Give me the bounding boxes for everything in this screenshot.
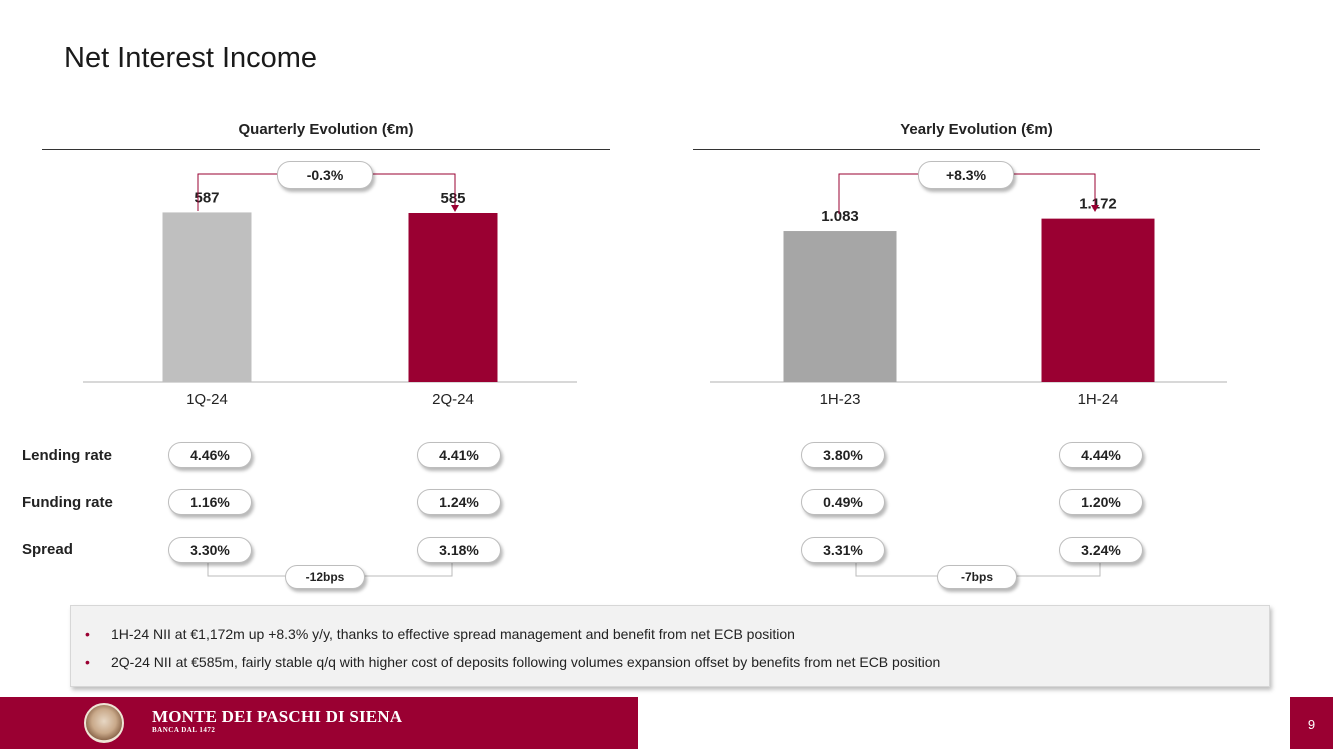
funding-rate-label: Funding rate (22, 494, 113, 511)
bullet-dot-icon: • (85, 654, 90, 670)
x-tick-label: 2Q-24 (432, 391, 474, 408)
q-spread-change-badge: -12bps (285, 565, 365, 589)
bar-charts: 587 1Q-24 585 2Q-24 1.083 1H-23 1.172 1H-24 (83, 173, 1227, 408)
q-lending-2q24: 4.41% (417, 442, 501, 468)
commentary-text: 1H-24 NII at €1,172m up +8.3% y/y, thank… (111, 626, 795, 642)
lending-rate-label: Lending rate (22, 447, 113, 464)
bar-value-label: 585 (440, 190, 465, 207)
y-funding-1h24: 1.20% (1059, 489, 1143, 515)
q-funding-2q24: 1.24% (417, 489, 501, 515)
q-spread-2q24: 3.18% (417, 537, 501, 563)
commentary-box: • 1H-24 NII at €1,172m up +8.3% y/y, tha… (70, 605, 1270, 687)
q-funding-1q24: 1.16% (168, 489, 252, 515)
bar-value-label: 1.172 (1079, 196, 1117, 213)
yearly-chart-title: Yearly Evolution (€m) (900, 121, 1053, 138)
quarterly-chart: 587 1Q-24 585 2Q-24 (83, 173, 577, 408)
brand-name: MONTE DEI PASCHI DI SIENA (152, 707, 403, 726)
page-number-box: 9 (1290, 697, 1333, 749)
change-bracket-right (373, 173, 456, 206)
y-spread-change-badge: -7bps (937, 565, 1017, 589)
commentary-text: 2Q-24 NII at €585m, fairly stable q/q wi… (111, 654, 941, 670)
y-spread-1h24: 3.24% (1059, 537, 1143, 563)
brand-logo: MONTE DEI PASCHI DI SIENA BANCA DAL 1472 (152, 707, 402, 734)
q-spread-1q24: 3.30% (168, 537, 252, 563)
commentary-bullet: • 2Q-24 NII at €585m, fairly stable q/q … (85, 648, 1269, 676)
y-lending-1h23: 3.80% (801, 442, 885, 468)
yearly-title-rule (693, 149, 1260, 150)
bar-2Q-24 (408, 213, 498, 382)
commentary-bullet: • 1H-24 NII at €1,172m up +8.3% y/y, tha… (85, 620, 1269, 648)
arrow-down-icon (451, 205, 459, 212)
change-bracket-right (1014, 173, 1096, 206)
x-tick-label: 1Q-24 (186, 391, 228, 408)
y-lending-1h24: 4.44% (1059, 442, 1143, 468)
page-title: Net Interest Income (64, 42, 318, 74)
y-spread-1h23: 3.31% (801, 537, 885, 563)
yearly-chart: 1.083 1H-23 1.172 1H-24 (710, 173, 1227, 408)
change-bracket-left (838, 173, 918, 214)
bar-1Q-24 (162, 212, 252, 382)
page-number: 9 (1307, 717, 1316, 732)
bank-seal-logo (84, 703, 124, 743)
quarterly-change-badge: -0.3% (277, 161, 373, 189)
q-lending-1q24: 4.46% (168, 442, 252, 468)
spread-label: Spread (22, 541, 73, 558)
brand-since: BANCA DAL 1472 (152, 726, 216, 734)
bar-1H-23 (783, 231, 897, 382)
bar-1H-24 (1041, 218, 1155, 382)
bar-value-label: 587 (194, 189, 219, 206)
x-tick-label: 1H-23 (820, 391, 861, 408)
bar-value-label: 1.083 (821, 208, 859, 225)
change-bracket-left (197, 173, 277, 211)
quarterly-chart-title: Quarterly Evolution (€m) (238, 121, 414, 138)
bullet-dot-icon: • (85, 626, 90, 642)
y-funding-1h23: 0.49% (801, 489, 885, 515)
quarterly-title-rule (42, 149, 610, 150)
yearly-change-badge: +8.3% (918, 161, 1014, 189)
x-tick-label: 1H-24 (1078, 391, 1119, 408)
arrow-down-icon (1091, 205, 1099, 212)
